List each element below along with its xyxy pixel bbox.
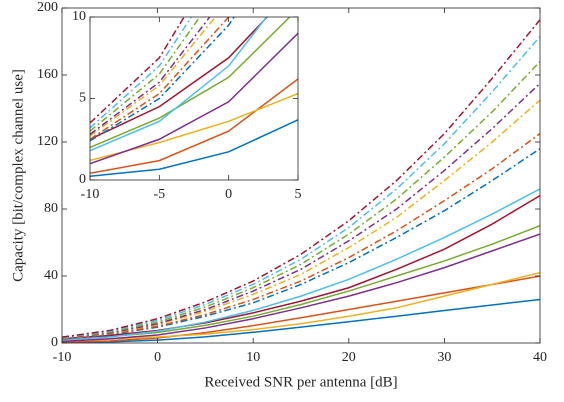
x-tick-label: 20: [342, 350, 356, 365]
series-line: [62, 19, 540, 338]
x-tick-label: 5: [295, 187, 302, 202]
series-line: [62, 82, 540, 340]
x-tick-label: -10: [81, 187, 100, 202]
x-tick-label: 0: [225, 187, 232, 202]
y-tick-label: 0: [51, 335, 58, 350]
series-line: [62, 275, 540, 343]
y-tick-label: 160: [37, 67, 58, 82]
y-tick-label: 5: [79, 91, 86, 106]
series-line: [62, 61, 540, 339]
series-line: [62, 233, 540, 343]
series-line: [62, 35, 540, 339]
lines: [62, 19, 540, 343]
series-line: [62, 298, 540, 343]
series-line: [90, 77, 298, 175]
y-tick-label: 120: [37, 134, 58, 149]
series-line: [90, 17, 291, 149]
series-line: [62, 271, 540, 342]
series-line: [90, 118, 298, 177]
y-tick-label: 0: [79, 172, 86, 187]
axes: -10 -5 0 5 0 5 10: [72, 9, 302, 202]
y-tick-label: 10: [72, 9, 86, 24]
y-tick-label: 80: [44, 201, 58, 216]
y-tick-label: 40: [44, 268, 58, 283]
series-line: [62, 188, 540, 341]
series-line: [62, 225, 540, 341]
series-line: [90, 32, 298, 165]
series-line: [62, 194, 540, 340]
x-tick-label: 0: [154, 350, 161, 365]
x-axis-label: Received SNR per antenna [dB]: [204, 374, 397, 390]
series-line: [90, 17, 230, 140]
series-line: [90, 17, 268, 152]
lines: [90, 17, 298, 177]
series-line: [90, 92, 298, 162]
x-tick-label: -10: [53, 350, 72, 365]
x-tick-label: 40: [533, 350, 547, 365]
y-tick-label: 200: [37, 0, 58, 15]
series-line: [62, 133, 540, 340]
x-tick-label: 30: [437, 350, 451, 365]
axes-box: [61, 7, 541, 344]
y-axis-label: Capacity [bit/complex channel use]: [10, 69, 26, 282]
series-line: [90, 17, 269, 140]
x-tick-label: 10: [246, 350, 260, 365]
x-tick-label: -5: [153, 187, 165, 202]
